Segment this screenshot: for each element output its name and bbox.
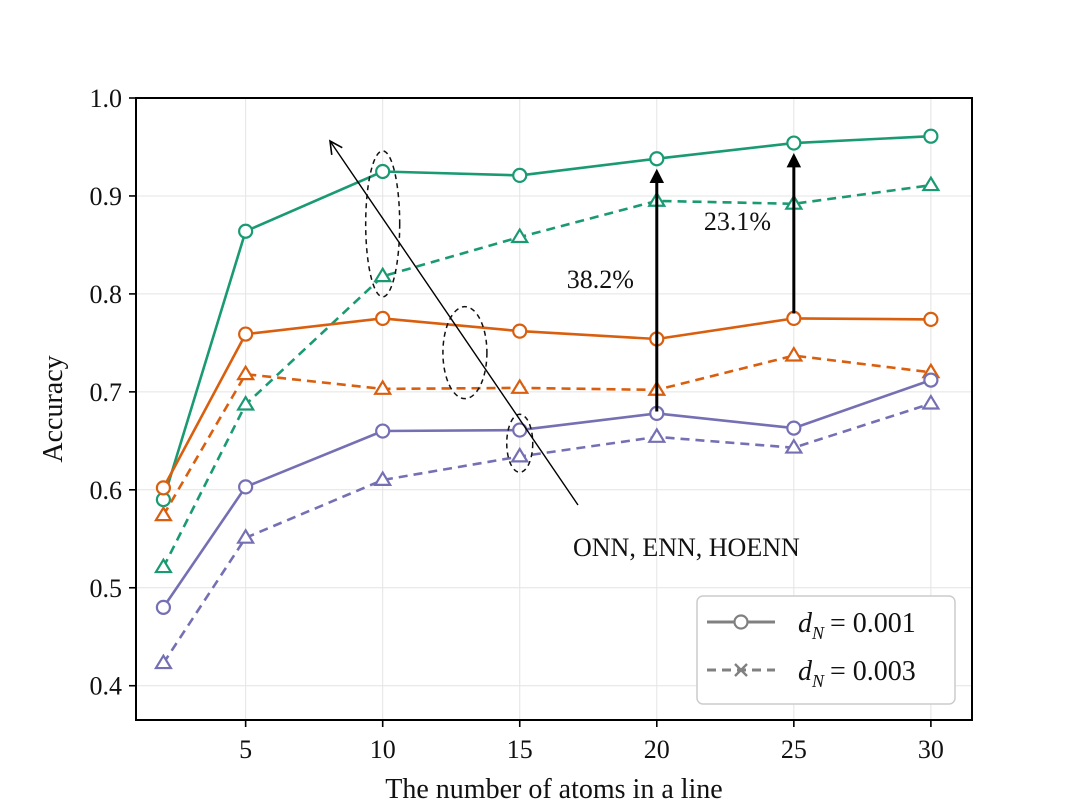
legend: dN = 0.001 dN = 0.003 [696, 595, 956, 705]
data-point [236, 364, 256, 381]
data-point [375, 423, 391, 439]
y-axis-title: Accuracy [38, 355, 69, 462]
series-hoenn-0001 [155, 128, 939, 508]
series-enn-0001 [155, 310, 939, 496]
x-tick-label: 15 [507, 735, 533, 764]
data-point [510, 446, 530, 463]
x-tick-label: 5 [239, 735, 252, 764]
legend-entry: dN = 0.001 [707, 608, 916, 643]
improvement-label: 23.1% [704, 207, 771, 236]
legend-label: dN = 0.001 [798, 608, 916, 643]
data-point [155, 480, 172, 496]
data-point [236, 394, 256, 411]
data-point [923, 372, 939, 388]
data-point [375, 310, 391, 326]
data-point [784, 438, 804, 454]
data-point [647, 427, 667, 443]
y-tick-label: 0.4 [90, 672, 123, 701]
data-point [512, 167, 528, 183]
data-point [923, 128, 939, 144]
legend-box [696, 595, 956, 705]
data-point [373, 379, 393, 395]
legend-entry: dN = 0.003 [707, 656, 916, 691]
y-tick-label: 1.0 [90, 84, 123, 113]
x-tick-label: 20 [644, 735, 670, 764]
data-point [921, 175, 941, 192]
data-point [373, 470, 393, 486]
y-tick-label: 0.9 [90, 182, 123, 211]
x-tick-label: 25 [781, 735, 807, 764]
data-point [153, 557, 173, 574]
data-point [786, 310, 802, 326]
x-tick-label: 10 [370, 735, 396, 764]
legend-marker [733, 614, 749, 630]
x-tick-label: 30 [918, 735, 944, 764]
x-axis-title: The number of atoms in a line [385, 774, 722, 805]
grid-lines [136, 97, 972, 720]
data-point [238, 223, 254, 239]
data-point [649, 151, 665, 167]
axis-ticks: 5 10 15 20 25 30 0.4 0.5 0.6 0.7 0.8 0.9 1.0 [90, 84, 944, 764]
data-point [236, 528, 256, 544]
arrow-head [786, 153, 802, 168]
x-marker-stroke [734, 663, 748, 677]
data-point [512, 323, 528, 339]
y-tick-label: 0.8 [90, 280, 123, 309]
data-point [238, 479, 254, 495]
arrow-head [329, 139, 343, 155]
series-onn-0003 [153, 393, 941, 670]
data-point [238, 326, 254, 342]
group-ellipse [364, 150, 401, 298]
legend-marker [734, 663, 748, 677]
y-tick-label: 0.6 [90, 476, 123, 505]
data-point [153, 505, 173, 522]
data-point [786, 135, 802, 151]
group-ellipse [505, 413, 534, 474]
data-point [510, 227, 530, 244]
annotations: 38.2% 23.1% ONN, ENN, HOENN [329, 139, 802, 562]
model-order-label: ONN, ENN, HOENN [573, 533, 800, 562]
plot-frame [135, 97, 973, 721]
data-point [155, 599, 172, 615]
data-point [786, 420, 802, 436]
data-point [921, 393, 941, 410]
data-point [510, 378, 530, 394]
data-point [373, 266, 393, 283]
series-onn-0001 [155, 372, 939, 615]
y-tick-label: 0.7 [90, 378, 123, 407]
arrow-head [649, 168, 665, 183]
series-lines [153, 128, 941, 670]
group-ellipse [442, 305, 488, 400]
data-point [375, 163, 391, 180]
data-point [153, 653, 173, 670]
data-point [784, 345, 804, 362]
improvement-label: 38.2% [567, 265, 634, 294]
data-point [923, 311, 939, 327]
legend-label: dN = 0.003 [798, 656, 916, 691]
y-tick-label: 0.5 [90, 574, 123, 603]
trend-arrow-line [329, 140, 579, 506]
